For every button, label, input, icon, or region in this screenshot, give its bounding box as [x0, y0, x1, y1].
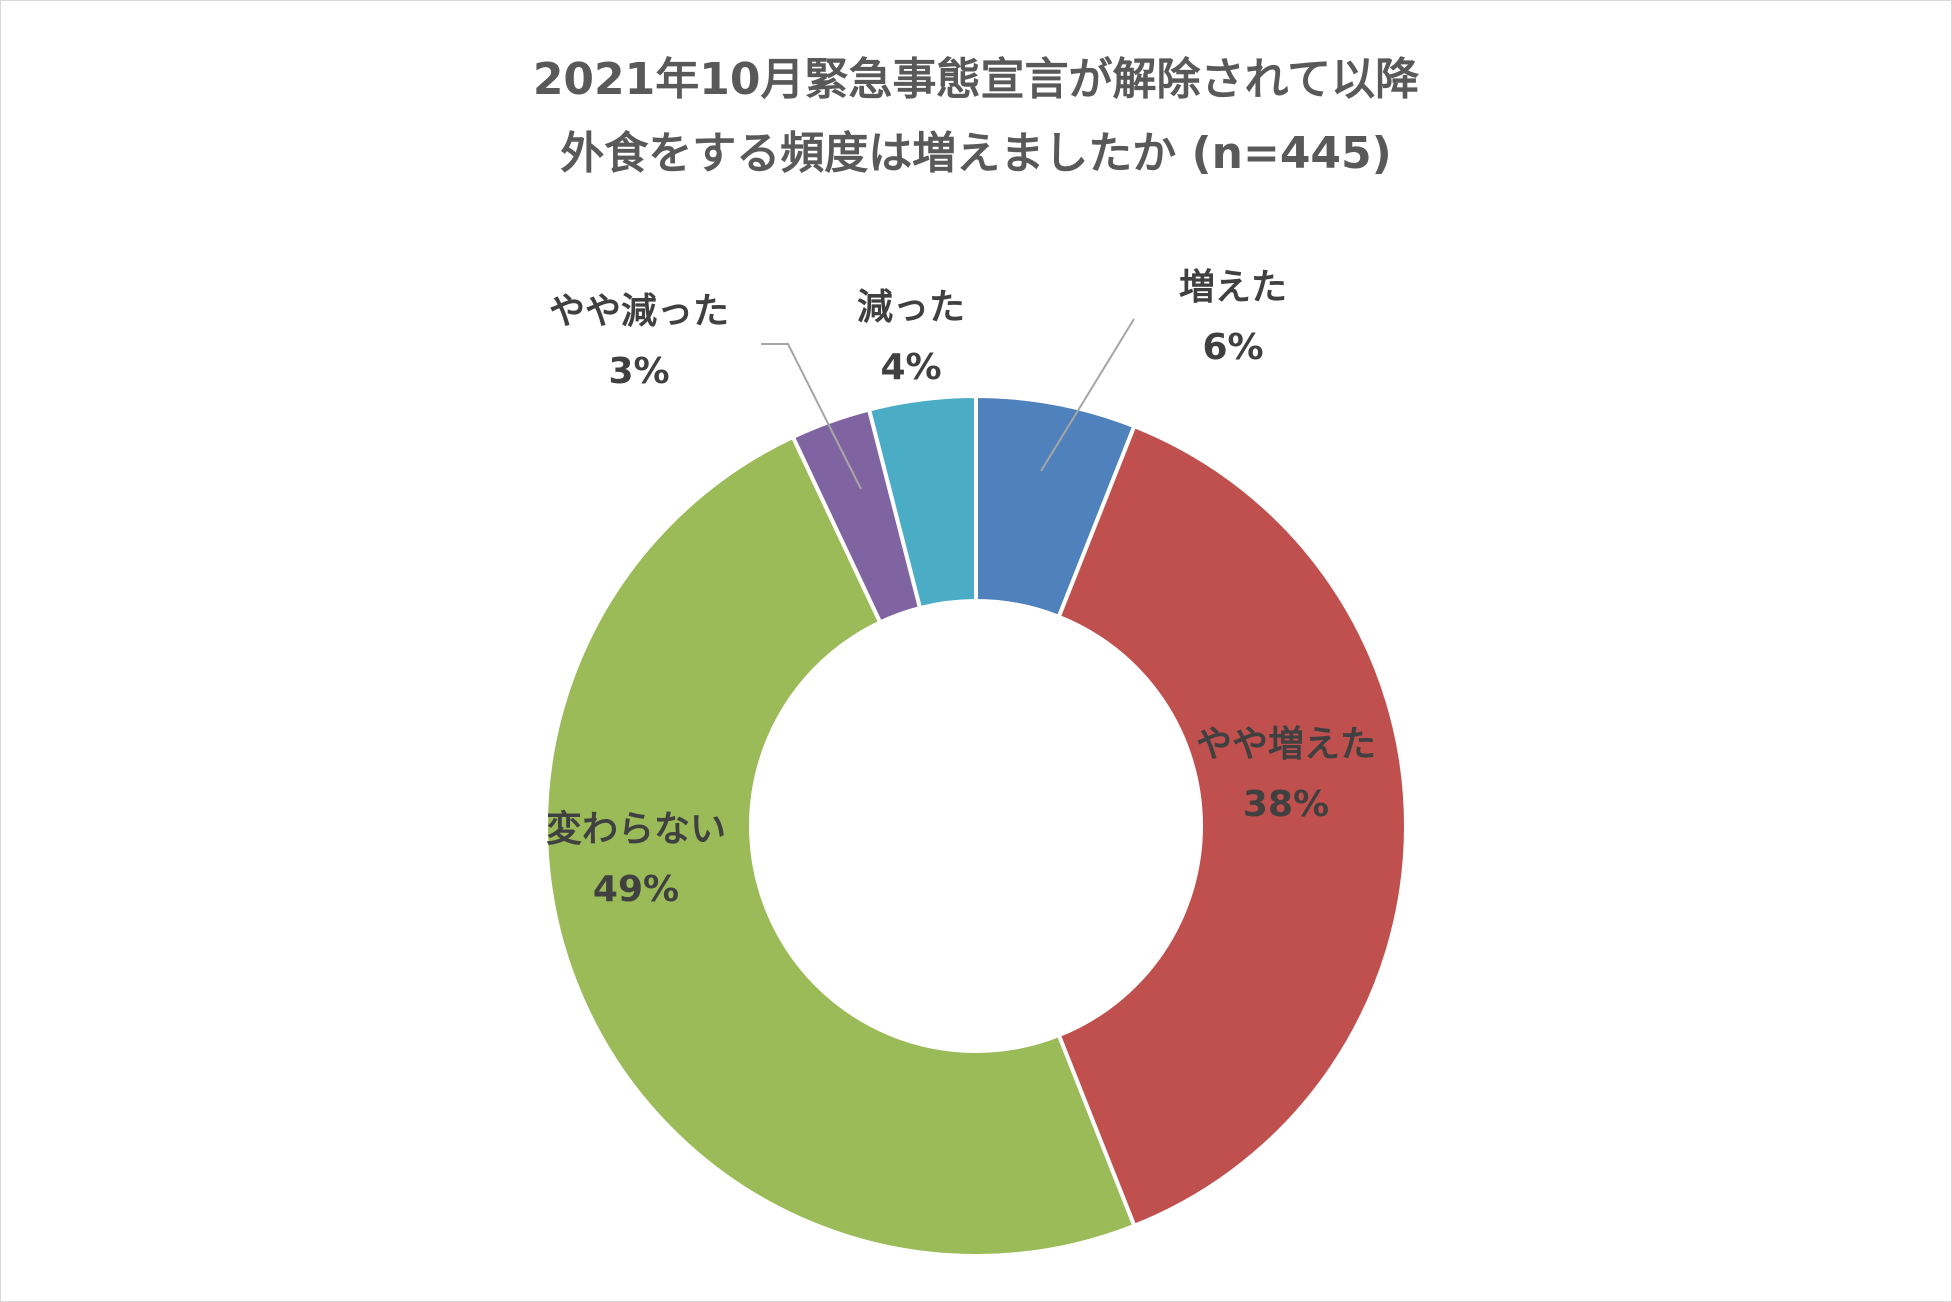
slice-category-label: 増えた	[1179, 267, 1287, 308]
slice-value-label: 6%	[1202, 327, 1263, 368]
slice-value-label: 38%	[1243, 784, 1329, 825]
leader-line	[1040, 318, 1135, 472]
donut-slice	[544, 434, 1137, 1258]
slice-value-label: 3%	[608, 351, 669, 392]
slice-category-label: 変わらない	[546, 808, 726, 850]
donut-slice	[866, 393, 978, 611]
chart-title: 2021年10月緊急事態宣言が解除されて以降	[533, 54, 1419, 105]
leader-line	[761, 343, 862, 490]
donut-slice	[1056, 423, 1408, 1229]
slice-value-label: 49%	[593, 869, 679, 910]
slice-category-label: 減った	[857, 287, 965, 328]
chart-subtitle: 外食をする頻度は増えましたか (n=445)	[560, 128, 1392, 179]
slice-value-label: 4%	[880, 347, 941, 388]
slice-category-label: やや増えた	[1196, 724, 1376, 765]
slice-category-label: やや減った	[549, 291, 729, 332]
